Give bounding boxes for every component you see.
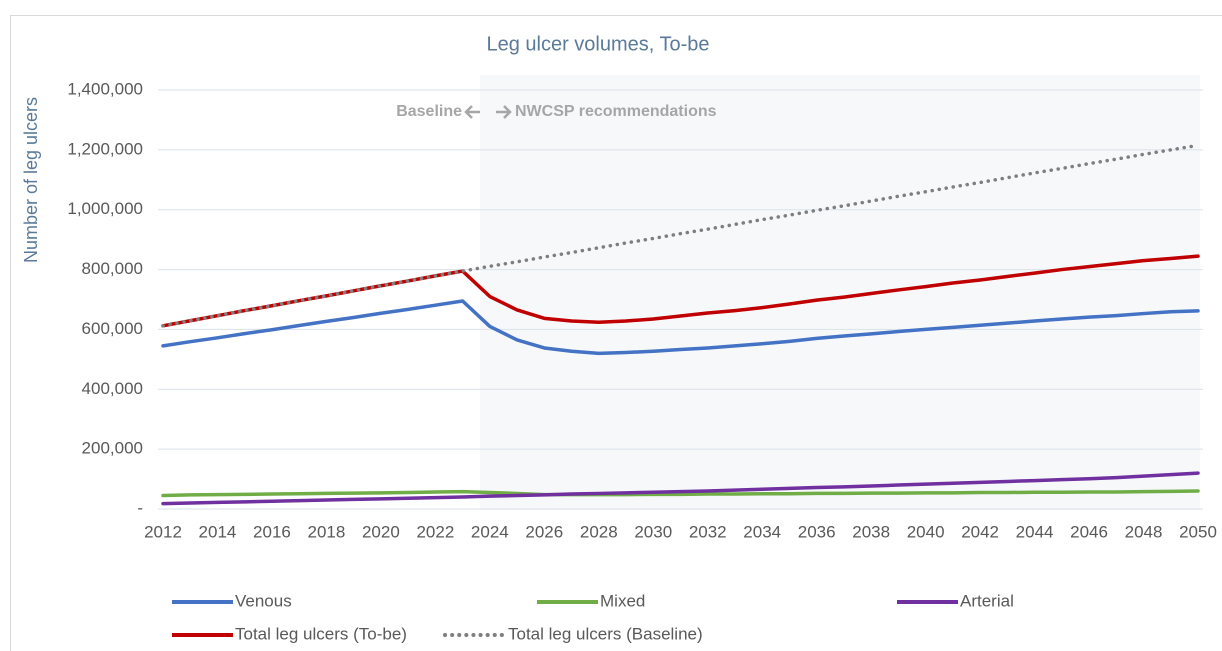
legend-label: Venous [235,591,292,610]
x-tick-label: 2012 [144,522,182,541]
x-tick-label: 2024 [471,522,509,541]
chart-title: Leg ulcer volumes, To-be [486,33,709,55]
x-tick-label: 2032 [689,522,727,541]
series-line [161,489,1200,498]
annotation: NWCSP recommendations [515,103,717,120]
recommendation-shade [480,75,1200,510]
x-tick-label: 2048 [1125,522,1163,541]
x-tick-label: 2018 [308,522,346,541]
y-axis-label: Number of leg ulcers [21,97,41,263]
series-line [161,299,1200,356]
y-tick-label: 1,000,000 [67,199,143,218]
x-tick-label: 2026 [525,522,563,541]
series-line [161,254,1200,328]
x-tick-label: 2042 [961,522,999,541]
y-tick-label: - [137,498,143,517]
y-tick-label: 400,000 [82,379,143,398]
x-tick-label: 2030 [634,522,672,541]
series-line [161,143,1200,328]
x-tick-label: 2020 [362,522,400,541]
annotation-arrows [464,105,512,119]
x-tick-label: 2014 [199,522,237,541]
annotation: Baseline [396,103,462,120]
y-tick-label: 200,000 [82,439,143,458]
x-tick-label: 2016 [253,522,291,541]
y-tick-label: 800,000 [82,259,143,278]
legend-label: Total leg ulcers (Baseline) [508,624,703,643]
x-tick-label: 2028 [580,522,618,541]
y-tick-label: 1,200,000 [67,139,143,158]
y-tick-label: 600,000 [82,319,143,338]
x-tick-label: 2040 [907,522,945,541]
legend-label: Mixed [600,591,645,610]
series-line [161,471,1200,506]
x-tick-label: 2034 [743,522,781,541]
y-tick-label: 1,400,000 [67,79,143,98]
x-tick-label: 2050 [1179,522,1217,541]
x-tick-label: 2046 [1070,522,1108,541]
x-tick-label: 2044 [1016,522,1054,541]
x-tick-label: 2036 [798,522,836,541]
chart-frame [10,15,1222,651]
legend-label: Arterial [960,591,1014,610]
x-tick-label: 2038 [852,522,890,541]
legend-label: Total leg ulcers (To-be) [235,624,407,643]
x-tick-label: 2022 [416,522,454,541]
